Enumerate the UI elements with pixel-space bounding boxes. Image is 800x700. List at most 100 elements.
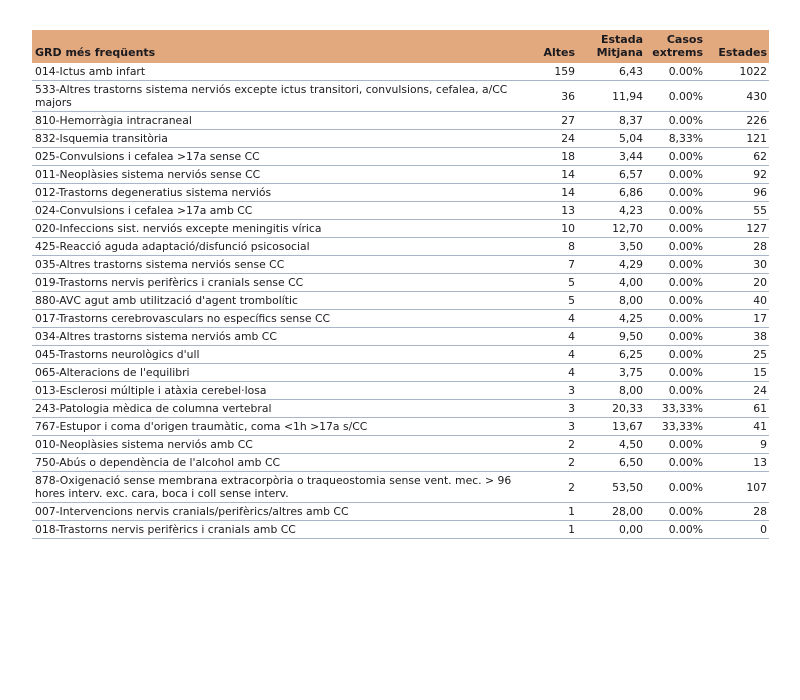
altes-cell: 2 — [522, 453, 577, 472]
table-row: 810-Hemorràgia intracraneal 27 8,37 0.00… — [32, 111, 769, 130]
table-row: 767-Estupor i coma d'origen traumàtic, c… — [32, 417, 769, 436]
grd-cell: 025-Convulsions i cefalea >17a sense CC — [32, 147, 522, 166]
estades-cell: 92 — [705, 165, 769, 184]
grd-cell: 045-Trastorns neurològics d'ull — [32, 345, 522, 364]
estades-cell: 0 — [705, 520, 769, 539]
grd-cell: 065-Alteracions de l'equilibri — [32, 363, 522, 382]
estades-cell: 55 — [705, 201, 769, 220]
grd-cell: 013-Esclerosi múltiple i atàxia cerebel·… — [32, 381, 522, 400]
table-header-row: GRD més freqüents Altes Estada Mitjana C… — [32, 30, 769, 63]
estades-cell: 41 — [705, 417, 769, 436]
casos-extrems-cell: 0.00% — [645, 502, 705, 521]
grd-cell: 017-Trastorns cerebrovasculars no especí… — [32, 309, 522, 328]
grd-cell: 832-Isquemia transitòria — [32, 129, 522, 148]
altes-cell: 14 — [522, 183, 577, 202]
table-row: 533-Altres trastorns sistema nerviós exc… — [32, 80, 769, 112]
grd-cell: 880-AVC agut amb utilització d'agent tro… — [32, 291, 522, 310]
estades-cell: 28 — [705, 502, 769, 521]
estada-mitjana-cell: 8,00 — [577, 381, 645, 400]
altes-cell: 24 — [522, 129, 577, 148]
table-row: 007-Intervencions nervis cranials/perifè… — [32, 502, 769, 521]
estada-mitjana-cell: 6,43 — [577, 63, 645, 81]
casos-extrems-cell: 0.00% — [645, 273, 705, 292]
table-row: 025-Convulsions i cefalea >17a sense CC … — [32, 147, 769, 166]
estades-cell: 24 — [705, 381, 769, 400]
column-header-estades: Estades — [705, 30, 769, 63]
casos-extrems-cell: 0.00% — [645, 147, 705, 166]
casos-extrems-cell: 0.00% — [645, 453, 705, 472]
table-row: 880-AVC agut amb utilització d'agent tro… — [32, 291, 769, 310]
altes-cell: 10 — [522, 219, 577, 238]
table-row: 010-Neoplàsies sistema nerviós amb CC 2 … — [32, 435, 769, 454]
estada-mitjana-cell: 4,29 — [577, 255, 645, 274]
table-row: 018-Trastorns nervis perifèrics i crania… — [32, 520, 769, 539]
grd-cell: 034-Altres trastorns sistema nerviós amb… — [32, 327, 522, 346]
grd-cell: 243-Patologia mèdica de columna vertebra… — [32, 399, 522, 418]
estades-cell: 107 — [705, 471, 769, 503]
altes-cell: 27 — [522, 111, 577, 130]
grd-cell: 024-Convulsions i cefalea >17a amb CC — [32, 201, 522, 220]
altes-cell: 4 — [522, 309, 577, 328]
estada-mitjana-cell: 13,67 — [577, 417, 645, 436]
table-row: 034-Altres trastorns sistema nerviós amb… — [32, 327, 769, 346]
estades-cell: 13 — [705, 453, 769, 472]
altes-cell: 3 — [522, 417, 577, 436]
casos-extrems-cell: 0.00% — [645, 345, 705, 364]
estada-mitjana-cell: 6,50 — [577, 453, 645, 472]
altes-cell: 159 — [522, 63, 577, 81]
estades-cell: 61 — [705, 399, 769, 418]
casos-extrems-cell: 0.00% — [645, 63, 705, 81]
grd-cell: 010-Neoplàsies sistema nerviós amb CC — [32, 435, 522, 454]
table-row: 017-Trastorns cerebrovasculars no especí… — [32, 309, 769, 328]
table-row: 750-Abús o dependència de l'alcohol amb … — [32, 453, 769, 472]
altes-cell: 4 — [522, 345, 577, 364]
casos-extrems-cell: 8,33% — [645, 129, 705, 148]
estada-mitjana-cell: 8,00 — [577, 291, 645, 310]
casos-extrems-cell: 0.00% — [645, 520, 705, 539]
table-row: 019-Trastorns nervis perifèrics i crania… — [32, 273, 769, 292]
column-header-estada-mitjana: Estada Mitjana — [577, 30, 645, 63]
grd-cell: 750-Abús o dependència de l'alcohol amb … — [32, 453, 522, 472]
casos-extrems-cell: 0.00% — [645, 237, 705, 256]
grd-cell: 020-Infeccions sist. nerviós excepte men… — [32, 219, 522, 238]
table-row: 425-Reacció aguda adaptació/disfunció ps… — [32, 237, 769, 256]
table-row: 243-Patologia mèdica de columna vertebra… — [32, 399, 769, 418]
table-row: 045-Trastorns neurològics d'ull 4 6,25 0… — [32, 345, 769, 364]
estades-cell: 9 — [705, 435, 769, 454]
altes-cell: 36 — [522, 80, 577, 112]
estada-mitjana-cell: 9,50 — [577, 327, 645, 346]
estades-cell: 28 — [705, 237, 769, 256]
casos-extrems-cell: 0.00% — [645, 381, 705, 400]
table-row: 011-Neoplàsies sistema nerviós sense CC … — [32, 165, 769, 184]
estades-cell: 30 — [705, 255, 769, 274]
casos-extrems-cell: 0.00% — [645, 363, 705, 382]
altes-cell: 4 — [522, 327, 577, 346]
estada-mitjana-cell: 6,25 — [577, 345, 645, 364]
estades-cell: 226 — [705, 111, 769, 130]
estades-cell: 127 — [705, 219, 769, 238]
altes-cell: 8 — [522, 237, 577, 256]
estada-mitjana-cell: 3,44 — [577, 147, 645, 166]
estada-mitjana-cell: 3,75 — [577, 363, 645, 382]
table-body: 014-Ictus amb infart 159 6,43 0.00% 1022… — [32, 63, 769, 539]
casos-extrems-cell: 0.00% — [645, 291, 705, 310]
grd-cell: 011-Neoplàsies sistema nerviós sense CC — [32, 165, 522, 184]
casos-extrems-cell: 0.00% — [645, 201, 705, 220]
estada-mitjana-cell: 4,23 — [577, 201, 645, 220]
table-row: 020-Infeccions sist. nerviós excepte men… — [32, 219, 769, 238]
altes-cell: 3 — [522, 399, 577, 418]
altes-cell: 14 — [522, 165, 577, 184]
casos-extrems-cell: 0.00% — [645, 80, 705, 112]
casos-extrems-cell: 0.00% — [645, 471, 705, 503]
column-header-altes: Altes — [522, 30, 577, 63]
casos-extrems-cell: 0.00% — [645, 165, 705, 184]
estades-cell: 20 — [705, 273, 769, 292]
estades-cell: 25 — [705, 345, 769, 364]
estada-mitjana-cell: 11,94 — [577, 80, 645, 112]
altes-cell: 7 — [522, 255, 577, 274]
estada-mitjana-cell: 8,37 — [577, 111, 645, 130]
estades-cell: 430 — [705, 80, 769, 112]
table-row: 035-Altres trastorns sistema nerviós sen… — [32, 255, 769, 274]
altes-cell: 2 — [522, 471, 577, 503]
altes-cell: 1 — [522, 502, 577, 521]
